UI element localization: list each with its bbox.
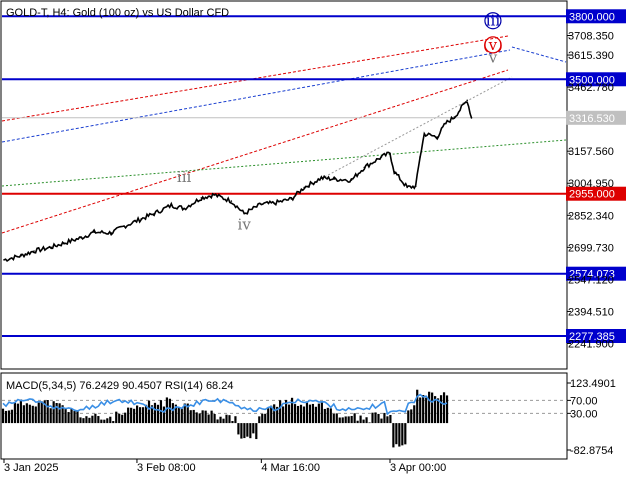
- wave-label: (v): [483, 36, 503, 54]
- price-series: [3, 99, 473, 262]
- price-point: [230, 200, 233, 202]
- price-point: [153, 212, 155, 215]
- wave-label: iii: [486, 12, 501, 30]
- y-tick-label: 3708.350: [568, 31, 614, 43]
- price-point: [453, 116, 456, 118]
- ind-tick-label: 123.4901: [570, 378, 616, 390]
- wave-labels: iii iv v(v) iii: [177, 12, 503, 234]
- price-point: [419, 156, 421, 158]
- price-point: [444, 122, 447, 125]
- wave-label: iii: [177, 168, 192, 186]
- price-point: [320, 177, 323, 179]
- price-point: [110, 232, 113, 234]
- price-point: [363, 166, 366, 169]
- price-point: [183, 207, 185, 210]
- price-point: [466, 99, 469, 102]
- ind-tick-label: 70.00: [570, 395, 598, 407]
- price-point: [20, 254, 22, 257]
- price-point: [436, 136, 438, 138]
- price-point: [50, 246, 52, 249]
- x-tick-label: 3 Apr 00:00: [390, 462, 446, 474]
- price-point: [414, 185, 417, 188]
- price-point: [273, 202, 276, 204]
- price-point: [93, 231, 95, 233]
- y-tick-label: 2852.340: [568, 210, 614, 222]
- y-tick-label: 2547.120: [568, 274, 614, 286]
- y-tick-label: 2699.730: [568, 242, 614, 254]
- blue-projection-line: [511, 46, 567, 63]
- price-point: [393, 170, 396, 173]
- main-panel: [0, 0, 568, 370]
- wave-label: iv: [238, 215, 252, 233]
- blue-channel-line: [1, 49, 511, 143]
- price-point: [80, 237, 82, 239]
- level-price-box: [566, 186, 626, 201]
- level-price-box: [566, 329, 626, 344]
- wave-label: v: [488, 48, 498, 66]
- level-price-box: [566, 266, 626, 281]
- price-point: [389, 152, 391, 154]
- y-tick-label: 3157.560: [568, 146, 614, 158]
- wave-label-circle: [484, 36, 502, 54]
- ind-tick-label: -82.8754: [570, 445, 613, 457]
- x-axis: 3 Jan 2025 3 Feb 08:00 4 Mar 16:00 3 Apr 00…: [3, 459, 446, 474]
- lower-channel-line: [1, 69, 509, 234]
- y-axis-main: 3708.350 3615.390 3462.780 3157.560 3004.950…: [567, 31, 614, 350]
- level-price-label: 2955.000: [569, 189, 615, 201]
- y-tick-label: 2394.510: [568, 306, 614, 318]
- current-price-label: 3316.530: [569, 113, 615, 125]
- y-tick-label: 3004.950: [568, 178, 614, 190]
- horizontal-levels: 3800.000 3500.000 2955.000 2574.073 2277.385…: [2, 9, 626, 344]
- price-point: [423, 133, 426, 135]
- wave-label-circle: [484, 12, 502, 30]
- y-tick-label: 2241.900: [568, 338, 614, 350]
- x-tick-label: 3 Jan 2025: [4, 462, 58, 474]
- grey-projection-line: [299, 76, 513, 191]
- price-point: [350, 179, 353, 181]
- price-point: [406, 186, 408, 189]
- level-price-label: 2574.073: [569, 269, 615, 281]
- price-point: [333, 178, 336, 180]
- price-line: [3, 101, 473, 262]
- price-point: [140, 218, 143, 220]
- y-tick-label: 3462.780: [568, 82, 614, 94]
- x-tick-label: 3 Feb 08:00: [137, 462, 196, 474]
- indicator-series: [1, 389, 567, 448]
- price-point: [200, 197, 203, 199]
- level-price-box: [566, 9, 626, 24]
- price-point: [380, 156, 383, 158]
- ind-tick-label: 30.00: [570, 408, 598, 420]
- y-tick-label: 3615.390: [568, 50, 614, 62]
- chart-title: GOLD-T, H4: Gold (100 oz) vs US Dollar C…: [6, 7, 229, 19]
- price-point: [260, 203, 263, 206]
- level-price-label: 3800.000: [569, 11, 615, 23]
- price-point: [3, 259, 5, 261]
- price-point: [63, 242, 65, 244]
- current-price-box: [566, 110, 626, 125]
- price-point: [33, 250, 35, 252]
- price-point: [123, 225, 125, 228]
- price-point: [303, 186, 306, 189]
- price-point: [290, 198, 293, 200]
- rsi-line: [2, 393, 448, 416]
- price-point: [213, 193, 215, 196]
- level-price-box: [566, 72, 626, 87]
- price-point: [170, 204, 173, 207]
- x-tick-label: 4 Mar 16:00: [261, 462, 320, 474]
- level-price-label: 2277.385: [569, 331, 615, 343]
- price-point: [243, 212, 245, 215]
- price-point: [470, 117, 473, 119]
- indicator-title: MACD(5,34,5) 76.2429 90.4507 RSI(14) 68.…: [6, 380, 233, 392]
- level-price-label: 3500.000: [569, 74, 615, 86]
